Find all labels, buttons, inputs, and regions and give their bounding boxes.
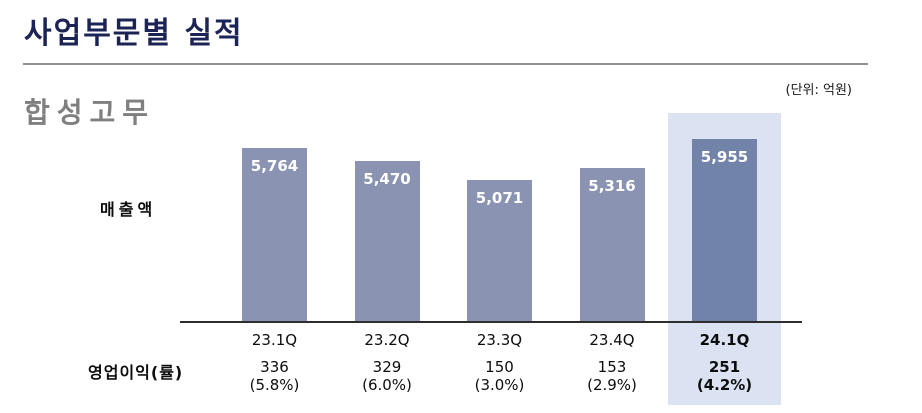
category-label: 23.3Q (476, 331, 523, 349)
unit-label: (단위: 억원) (785, 83, 853, 98)
category-label: 23.2Q (364, 331, 410, 349)
profit-rate-label: (3.0%) (474, 376, 525, 394)
profit-rate-label: (5.8%) (249, 376, 300, 394)
chart-column: 5,316 23.4Q 153 (2.9%) (556, 113, 669, 405)
profit-rate-label: (4.2%) (696, 376, 753, 394)
chart-column: 5,764 23.1Q 336 (5.8%) (218, 113, 331, 405)
revenue-row-label: 매출액 (100, 200, 157, 219)
section-title: 합성고무 (24, 96, 156, 129)
profit-value-label: 336 (260, 358, 289, 376)
page-title: 사업부문별 실적 (24, 16, 244, 51)
title-divider (23, 63, 868, 65)
bar-area: 5,316 (556, 113, 669, 322)
chart-column: 5,071 23.3Q 150 (3.0%) (443, 113, 556, 405)
bar-area: 5,955 (668, 113, 781, 322)
chart-column: 5,470 23.2Q 329 (6.0%) (331, 113, 444, 405)
x-axis-line (180, 321, 802, 323)
bar-area: 5,470 (331, 113, 444, 322)
bar-value-label: 5,316 (588, 177, 636, 195)
revenue-bar: 5,470 (354, 161, 420, 322)
profit-value-label: 329 (372, 358, 402, 376)
profit-value-label: 150 (485, 358, 514, 376)
category-label: 23.1Q (251, 331, 298, 349)
category-label: 23.4Q (589, 331, 635, 349)
revenue-bar: 5,071 (467, 180, 532, 322)
bar-value-label: 5,764 (250, 157, 299, 175)
bar-value-label: 5,071 (475, 189, 524, 207)
revenue-bar: 5,955 (692, 139, 757, 322)
profit-row-label: 영업이익(률) (88, 363, 184, 382)
bar-area: 5,071 (443, 113, 556, 322)
profit-value-label: 251 (708, 358, 741, 376)
bar-value-label: 5,955 (700, 148, 749, 166)
profit-rate-label: (6.0%) (362, 376, 412, 394)
revenue-bar: 5,764 (242, 148, 307, 322)
chart-column-highlighted: 5,955 24.1Q 251 (4.2%) (668, 113, 781, 405)
revenue-bar: 5,316 (579, 168, 645, 322)
profit-value-label: 153 (597, 358, 627, 376)
profit-rate-label: (2.9%) (587, 376, 637, 394)
category-label: 24.1Q (699, 331, 750, 349)
bar-value-label: 5,470 (363, 170, 411, 188)
bar-area: 5,764 (218, 113, 331, 322)
